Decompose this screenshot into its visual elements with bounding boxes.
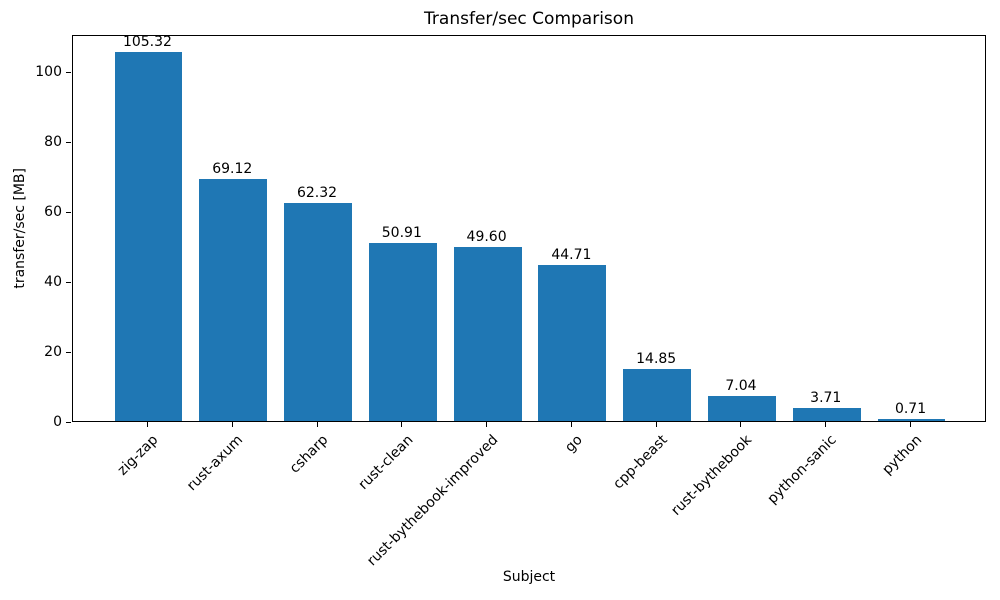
y-tick-mark xyxy=(66,281,71,283)
bar-rust-bythebook-improved xyxy=(453,247,522,421)
y-tick-mark xyxy=(66,71,71,73)
x-tick-mark xyxy=(231,422,233,427)
x-tick-label-text: csharp xyxy=(286,432,332,477)
bar-python xyxy=(877,418,946,421)
x-tick-mark xyxy=(655,422,657,427)
x-tick-label-text: python xyxy=(878,432,925,478)
x-tick-mark xyxy=(570,422,572,427)
y-tick-mark xyxy=(66,351,71,353)
y-tick-label: 100 xyxy=(35,64,62,81)
plot-area xyxy=(72,35,986,422)
y-tick-label: 0 xyxy=(53,414,62,430)
y-tick-label: 20 xyxy=(44,344,62,360)
x-tick-mark xyxy=(316,422,318,427)
bar-rust-bythebook xyxy=(708,396,776,421)
x-tick-label-text: rust-axum xyxy=(184,432,247,495)
bar-csharp xyxy=(284,202,352,421)
bar-python-sanic xyxy=(792,408,861,421)
x-tick-mark xyxy=(401,422,403,427)
y-axis-label: transfer/sec [MB] xyxy=(12,35,28,422)
x-tick-mark xyxy=(825,422,827,427)
bar-value-label-python: 0.71 xyxy=(894,400,927,417)
x-tick-mark xyxy=(910,422,912,427)
bar-value-label-rust-clean: 50.91 xyxy=(381,224,422,241)
x-tick-label-text: cpp-beast xyxy=(610,432,671,493)
bar-value-label-go: 44.71 xyxy=(551,246,592,263)
y-tick-label: 80 xyxy=(44,134,62,151)
x-tick-mark xyxy=(146,422,148,427)
x-tick-label-text: zig-zap xyxy=(115,432,162,479)
x-tick-mark xyxy=(740,422,742,427)
bar-rust-axum xyxy=(199,179,268,421)
x-tick-label-text: python-sanic xyxy=(764,432,841,508)
bar-value-label-zig-zap: 105.32 xyxy=(122,34,172,51)
bar-value-label-python-sanic: 3.71 xyxy=(810,390,842,407)
y-tick-mark xyxy=(66,141,71,143)
x-axis-label: Subject xyxy=(502,569,556,585)
bar-value-label-cpp-beast: 14.85 xyxy=(636,351,677,368)
y-tick-label: 60 xyxy=(44,204,62,221)
x-tick-label-text: go xyxy=(562,432,586,456)
bar-value-label-csharp: 62.32 xyxy=(296,184,338,201)
x-tick-label-text: rust-bythebook xyxy=(668,432,756,519)
x-tick-mark xyxy=(486,422,488,427)
bar-zig-zap xyxy=(114,52,183,421)
bar-value-label-rust-bythebook: 7.04 xyxy=(725,378,757,395)
bar-rust-clean xyxy=(368,242,437,421)
y-tick-mark xyxy=(66,421,71,423)
bar-go xyxy=(538,264,607,421)
y-axis-label-text: transfer/sec [MB] xyxy=(12,168,28,289)
bar-value-label-rust-axum: 69.12 xyxy=(212,161,253,178)
bar-value-label-rust-bythebook-improved: 49.60 xyxy=(466,229,507,246)
x-tick-label-text: rust-clean xyxy=(355,432,417,493)
y-tick-mark xyxy=(66,211,71,213)
y-tick-label: 40 xyxy=(44,274,62,291)
chart-title: Transfer/sec Comparison xyxy=(424,9,634,29)
bar-cpp-beast xyxy=(623,369,692,421)
